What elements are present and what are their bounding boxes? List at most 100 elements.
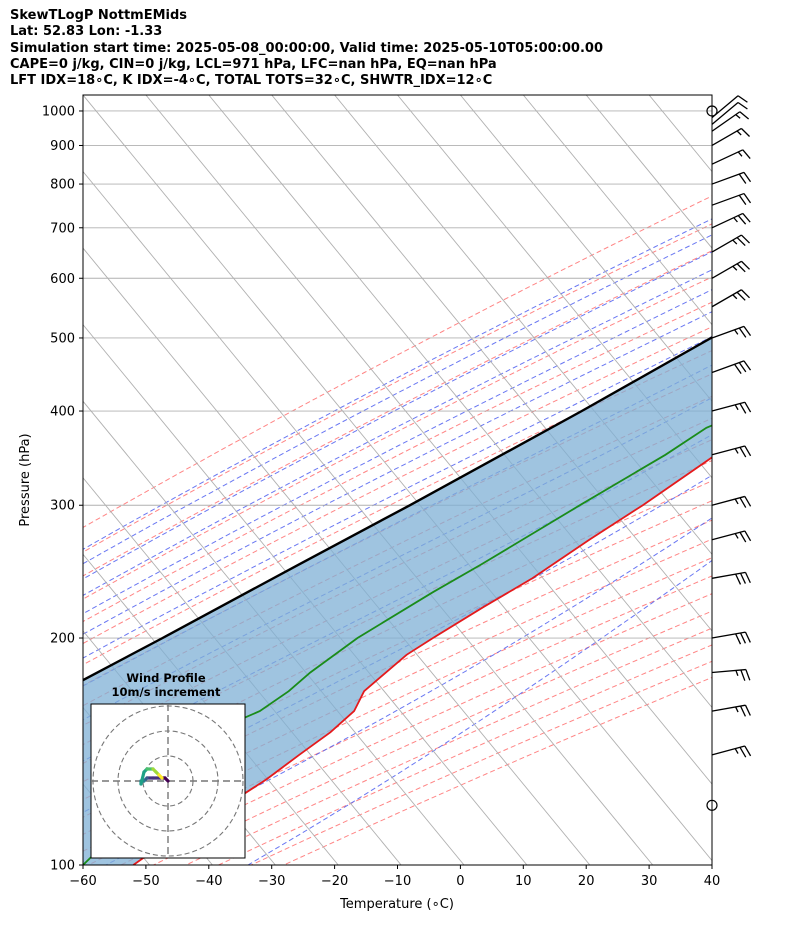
chart-title: SkewTLogP NottmEMids bbox=[10, 8, 188, 23]
wind-barb bbox=[711, 192, 752, 206]
y-tick-label: 200 bbox=[50, 632, 75, 647]
barb-flag bbox=[740, 234, 751, 244]
moist-adiabat bbox=[83, 234, 712, 565]
wind-barb bbox=[711, 530, 752, 543]
barb-flag bbox=[735, 114, 741, 119]
barb-flag bbox=[744, 631, 751, 643]
barb-flag bbox=[739, 572, 747, 584]
isotherm-line bbox=[460, 95, 712, 402]
temperature-line bbox=[132, 456, 712, 865]
barb-flag bbox=[736, 263, 746, 273]
barb-staff bbox=[711, 149, 744, 165]
barb-flag bbox=[736, 130, 742, 136]
barb-flag bbox=[742, 149, 751, 159]
barb-staff bbox=[711, 745, 746, 756]
barb-flag bbox=[734, 363, 742, 374]
barb-flag bbox=[736, 237, 746, 247]
hodograph-subtitle: 10m/s increment bbox=[112, 685, 221, 699]
barb-staff bbox=[711, 704, 746, 712]
barb-flag bbox=[743, 325, 752, 337]
y-tick-label: 900 bbox=[50, 139, 75, 154]
barb-flag bbox=[732, 265, 738, 271]
wind-barb bbox=[711, 149, 751, 165]
barb-staff bbox=[711, 289, 742, 308]
barb-flag bbox=[734, 329, 739, 335]
isotherm-line bbox=[83, 95, 712, 862]
x-tick-label: 20 bbox=[578, 874, 595, 889]
barb-staff bbox=[711, 325, 745, 339]
barb-flag bbox=[739, 705, 747, 717]
calm-wind-circle bbox=[706, 799, 718, 811]
barb-flag bbox=[732, 239, 738, 245]
barb-flag bbox=[735, 573, 742, 585]
moist-adiabat bbox=[83, 474, 712, 813]
barb-staff bbox=[711, 212, 744, 229]
isotherm-line bbox=[711, 95, 712, 96]
mixing-ratio-lines bbox=[735, 95, 794, 278]
calm-wind-circle bbox=[706, 105, 718, 117]
wind-barbs bbox=[706, 95, 752, 811]
dry-adiabat bbox=[83, 276, 712, 600]
wind-barb bbox=[711, 360, 752, 374]
barb-flag bbox=[738, 362, 747, 373]
barb-flag bbox=[743, 172, 752, 183]
x-axis: −60 −50 −40 −30 −20 −10 0 10 20 30 40 bbox=[69, 865, 720, 889]
x-axis-label: Temperature (∘C) bbox=[339, 897, 454, 912]
x-tick-label: −10 bbox=[384, 874, 411, 889]
barb-flag bbox=[734, 498, 739, 505]
dewpoint-line bbox=[83, 424, 712, 865]
wind-barb bbox=[711, 95, 748, 119]
barb-flag bbox=[738, 327, 747, 338]
barb-flag bbox=[744, 745, 752, 757]
barb-flag bbox=[744, 572, 751, 583]
mixing-ratio-line bbox=[735, 95, 794, 278]
indices-line: LFT IDX=18∘C, K IDX=-4∘C, TOTAL TOTS=32∘… bbox=[10, 73, 493, 89]
isotherm-line bbox=[522, 95, 712, 326]
dry-adiabat bbox=[83, 500, 712, 801]
wind-barb bbox=[711, 495, 752, 508]
moist-adiabat bbox=[83, 269, 712, 597]
time-line: Simulation start time: 2025-05-08_00:00:… bbox=[10, 40, 603, 56]
x-tick-label: −40 bbox=[195, 874, 222, 889]
barb-flag bbox=[740, 260, 751, 270]
barb-flag bbox=[739, 746, 747, 758]
dry-adiabat bbox=[83, 301, 712, 623]
wind-barb bbox=[711, 127, 751, 147]
dry-adiabat bbox=[83, 350, 712, 666]
barb-flag bbox=[739, 446, 747, 458]
barb-staff bbox=[711, 234, 742, 253]
barb-staff bbox=[711, 530, 746, 541]
barb-flag bbox=[740, 669, 746, 681]
barb-flag bbox=[733, 217, 738, 223]
barb-staff bbox=[711, 401, 746, 412]
profile-lines bbox=[83, 336, 712, 865]
isotherm-line bbox=[775, 95, 794, 865]
isotherm-line bbox=[83, 170, 654, 865]
barb-flag bbox=[738, 173, 747, 184]
barb-staff bbox=[711, 445, 746, 456]
isotherm-line bbox=[83, 859, 87, 865]
y-tick-label: 800 bbox=[50, 178, 75, 193]
wind-barb bbox=[711, 212, 751, 229]
wind-barb bbox=[711, 325, 752, 339]
dry-adiabat bbox=[83, 195, 712, 529]
x-tick-label: −50 bbox=[132, 874, 159, 889]
y-tick-label: 700 bbox=[50, 221, 75, 236]
barb-flag bbox=[734, 533, 739, 539]
barb-flag bbox=[744, 496, 752, 507]
isotherm-line bbox=[83, 247, 591, 865]
x-tick-label: 10 bbox=[515, 874, 532, 889]
barb-flag bbox=[734, 748, 739, 754]
parcel-path-line bbox=[83, 336, 712, 682]
y-tick-label: 500 bbox=[50, 331, 75, 346]
wind-barb bbox=[711, 401, 752, 414]
wind-barb bbox=[711, 704, 751, 717]
barb-flag bbox=[735, 633, 742, 645]
x-tick-label: 0 bbox=[456, 874, 464, 889]
y-axis: 1000 900 800 700 600 500 400 300 200 100 bbox=[42, 104, 83, 874]
wind-barb bbox=[711, 234, 751, 253]
barb-flag bbox=[732, 294, 738, 300]
barb-flag bbox=[744, 401, 752, 413]
x-tick-label: 30 bbox=[641, 874, 658, 889]
